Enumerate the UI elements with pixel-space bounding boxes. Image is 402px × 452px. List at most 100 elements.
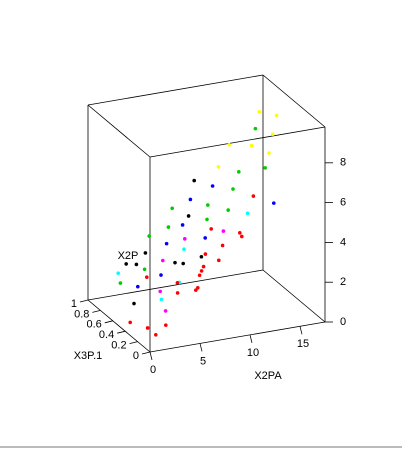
point: [173, 260, 177, 265]
point: [158, 289, 162, 294]
point: [199, 269, 204, 273]
point: [128, 320, 132, 325]
y-tick: [79, 299, 89, 303]
x-tick-label: 5: [200, 355, 206, 367]
point: [159, 273, 163, 277]
point: [175, 280, 180, 285]
point: [203, 252, 208, 256]
y-tick: [141, 351, 151, 355]
point: [253, 126, 258, 131]
point: [197, 273, 202, 278]
x-tick: [149, 351, 153, 361]
point: [251, 194, 256, 198]
point: [143, 251, 148, 255]
point: [161, 258, 165, 263]
box-edge: [262, 74, 326, 128]
y-tick-label: 0.6: [87, 319, 102, 331]
y-tick-label: 0.2: [111, 340, 126, 352]
point: [145, 326, 150, 330]
point: [203, 236, 207, 240]
point: [134, 262, 139, 267]
point: [192, 178, 196, 183]
point: [257, 109, 262, 114]
box-edge: [262, 269, 326, 323]
point: [263, 166, 268, 170]
point: [209, 227, 213, 231]
z-tick-label: 8: [340, 157, 346, 169]
y-tick: [104, 320, 113, 324]
x-tick-label: 15: [297, 338, 309, 350]
point: [227, 142, 231, 147]
y-tick: [92, 310, 101, 313]
z-tick-label: 0: [340, 316, 346, 328]
point: [217, 258, 221, 263]
point: [159, 297, 164, 302]
point: [274, 113, 279, 118]
point: [199, 254, 204, 259]
point: [216, 165, 221, 169]
z-tick-label: 2: [340, 276, 346, 288]
point: [147, 234, 151, 238]
point: [170, 206, 174, 211]
point: [220, 243, 225, 248]
point: [124, 262, 128, 266]
point: [210, 184, 215, 188]
point: [267, 151, 271, 155]
point: [145, 275, 149, 279]
point: [226, 208, 230, 212]
x-tick: [249, 334, 253, 343]
z-tick-label: 4: [340, 236, 346, 248]
y-tick-label: 0.8: [74, 308, 89, 320]
point: [271, 132, 275, 136]
point: [164, 323, 168, 327]
point: [164, 241, 169, 246]
box-edge: [149, 321, 326, 353]
point: [142, 267, 147, 272]
point: [205, 217, 209, 222]
point: [238, 231, 242, 235]
y-tick-label: 0.4: [99, 329, 114, 341]
y-tick-label: 1: [71, 298, 77, 310]
point: [116, 271, 120, 276]
point: [136, 284, 140, 289]
point: [240, 234, 244, 239]
y-tick: [129, 341, 138, 344]
box-edge: [87, 269, 264, 301]
point: [194, 288, 198, 292]
point: [245, 211, 250, 216]
x-tick-label: 10: [247, 347, 259, 359]
point: [272, 201, 276, 205]
point: [186, 214, 191, 218]
z-axis-title: X2P: [118, 250, 139, 262]
point: [249, 143, 254, 148]
point: [206, 203, 210, 207]
x-tick-label: 0: [150, 364, 156, 376]
point: [201, 264, 206, 269]
point: [231, 187, 235, 191]
point: [237, 170, 241, 174]
point: [175, 291, 180, 295]
box-edge: [87, 104, 151, 158]
y-axis-title: X3P.1: [74, 350, 103, 362]
z-tick-label: 6: [340, 197, 346, 209]
point: [154, 332, 158, 337]
x-axis-title: X2PA: [254, 370, 282, 382]
y-tick-label: 0: [133, 350, 139, 362]
y-tick: [117, 330, 126, 334]
point: [196, 285, 200, 290]
point: [163, 309, 168, 313]
point: [166, 225, 171, 229]
point: [188, 197, 193, 202]
point: [182, 247, 186, 251]
point: [180, 223, 185, 227]
box-edge: [87, 299, 151, 353]
box-edge: [149, 126, 326, 158]
x-tick: [199, 343, 203, 352]
point: [118, 281, 123, 285]
point: [132, 301, 136, 306]
point: [183, 237, 187, 241]
point: [181, 261, 185, 266]
x-tick: [299, 326, 303, 335]
box-edge: [87, 74, 264, 106]
